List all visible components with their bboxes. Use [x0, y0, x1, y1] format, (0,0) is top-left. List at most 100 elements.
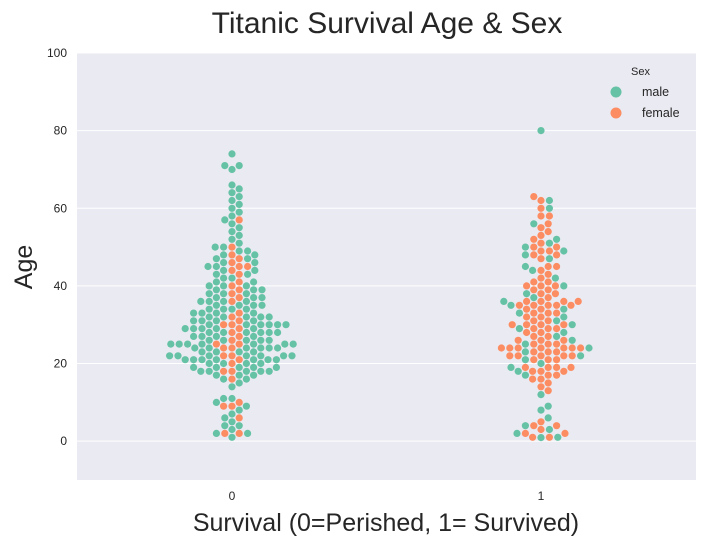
swarm-point-male: [242, 282, 250, 290]
swarm-point-male: [198, 309, 206, 317]
y-tick-label: 0: [60, 434, 67, 448]
swarm-point-female: [530, 235, 538, 243]
swarm-point-female: [530, 286, 538, 294]
swarm-point-male: [257, 336, 265, 344]
swarm-point-male: [257, 359, 265, 368]
swarm-point-female: [228, 352, 236, 360]
swarm-point-male: [242, 328, 250, 337]
swarm-point-male: [235, 301, 243, 309]
swarm-point-male: [257, 344, 265, 352]
swarm-point-male: [205, 352, 213, 360]
swarm-point-female: [508, 321, 516, 329]
swarm-point-male: [235, 162, 243, 170]
swarm-point-male: [560, 305, 568, 313]
swarm-point-female: [220, 352, 228, 360]
swarm-point-male: [560, 282, 568, 290]
swarm-point-male: [235, 379, 243, 387]
swarm-point-female: [220, 344, 228, 352]
swarm-point-male: [257, 352, 265, 360]
swarm-point-male: [181, 356, 189, 364]
swarm-point-male: [220, 274, 228, 282]
y-tick-label: 40: [54, 279, 68, 293]
swarm-point-female: [553, 251, 561, 259]
swarm-point-female: [506, 352, 514, 360]
swarm-point-male: [221, 162, 229, 170]
swarm-point-male: [167, 340, 175, 348]
swarm-point-female: [537, 336, 545, 344]
swarm-point-male: [228, 305, 236, 313]
swarm-point-female: [235, 309, 243, 317]
legend-title: Sex: [631, 66, 650, 78]
swarm-point-male: [205, 297, 213, 305]
swarm-point-female: [235, 340, 243, 348]
swarm-point-female: [228, 290, 236, 298]
swarm-point-female: [553, 348, 561, 356]
swarm-point-female: [235, 255, 243, 263]
swarm-point-male: [500, 297, 508, 305]
legend-marker-female: [610, 107, 622, 119]
swarm-point-female: [235, 356, 243, 364]
swarm-point-male: [250, 317, 258, 325]
swarm-point-female: [537, 266, 545, 274]
swarm-point-female: [544, 262, 552, 271]
swarm-point-female: [235, 429, 243, 437]
swarm-point-male: [205, 290, 213, 298]
swarm-point-male: [560, 313, 568, 321]
swarm-point-male: [190, 363, 198, 371]
legend-label-male: male: [642, 85, 669, 99]
swarm-point-male: [545, 255, 554, 263]
swarm-point-female: [537, 282, 545, 290]
swarm-point-male: [198, 317, 206, 325]
swarm-point-male: [545, 425, 554, 434]
swarm-point-male: [289, 340, 297, 348]
swarm-point-female: [537, 247, 545, 255]
swarm-point-male: [265, 328, 273, 337]
swarm-point-male: [212, 356, 220, 364]
swarm-point-male: [212, 348, 220, 356]
swarm-point-male: [212, 429, 220, 437]
swarm-point-female: [530, 325, 538, 333]
swarm-point-male: [205, 313, 213, 321]
swarm-point-male: [242, 297, 250, 305]
swarm-point-male: [521, 340, 530, 348]
swarm-point-male: [228, 228, 236, 236]
swarm-point-female: [530, 317, 538, 325]
swarm-point-male: [191, 344, 199, 352]
swarm-point-male: [545, 239, 554, 247]
swarm-point-male: [220, 259, 228, 267]
swarm-point-male: [250, 363, 258, 371]
swarm-point-male: [220, 359, 228, 368]
chart-title: Titanic Survival Age & Sex: [212, 7, 563, 40]
swarm-point-male: [568, 321, 576, 329]
swarm-point-male: [529, 266, 537, 274]
swarm-point-female: [537, 367, 545, 375]
swarm-point-female: [537, 375, 545, 383]
swarm-point-male: [560, 247, 568, 255]
y-tick-label: 20: [54, 357, 68, 371]
swarm-point-male: [250, 371, 258, 379]
swarm-point-male: [212, 398, 220, 406]
swarm-point-female: [497, 344, 505, 352]
plot-area: [77, 53, 696, 480]
swarm-point-male: [228, 204, 236, 212]
swarm-point-female: [537, 328, 545, 337]
swarm-point-female: [235, 216, 243, 224]
swarm-point-male: [264, 356, 272, 364]
swarm-point-male: [537, 391, 545, 399]
swarm-points: [166, 127, 593, 442]
swarm-point-male: [220, 297, 228, 305]
x-tick-label: 1: [538, 489, 545, 503]
swarm-point-female: [553, 363, 561, 371]
swarm-point-female: [544, 363, 552, 371]
swarm-point-female: [544, 228, 552, 236]
swarm-point-male: [274, 321, 282, 329]
swarm-point-female: [235, 278, 243, 286]
swarm-point-male: [184, 340, 192, 348]
swarm-point-male: [251, 259, 259, 267]
swarm-point-male: [212, 270, 220, 278]
swarm-point-male: [228, 235, 236, 243]
swarm-point-male: [205, 336, 213, 344]
swarm-point-female: [228, 367, 236, 375]
swarm-point-female: [244, 262, 252, 271]
swarm-point-female: [545, 433, 554, 441]
